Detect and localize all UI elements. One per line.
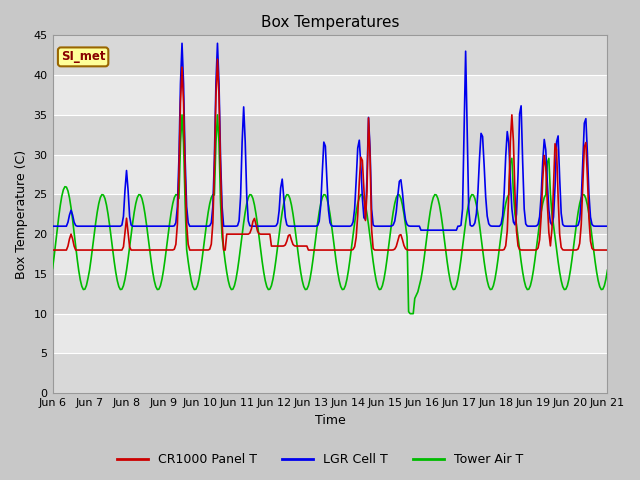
Bar — [52, 115, 607, 155]
Bar — [52, 155, 607, 194]
Bar — [52, 274, 607, 313]
Y-axis label: Box Temperature (C): Box Temperature (C) — [15, 150, 28, 279]
Legend: CR1000 Panel T, LGR Cell T, Tower Air T: CR1000 Panel T, LGR Cell T, Tower Air T — [111, 448, 529, 471]
Bar — [52, 194, 607, 234]
X-axis label: Time: Time — [315, 414, 346, 427]
Bar — [52, 36, 607, 75]
Bar — [52, 234, 607, 274]
Title: Box Temperatures: Box Temperatures — [260, 15, 399, 30]
Bar — [52, 75, 607, 115]
Bar — [52, 313, 607, 353]
Bar — [52, 353, 607, 393]
Text: SI_met: SI_met — [61, 50, 106, 63]
